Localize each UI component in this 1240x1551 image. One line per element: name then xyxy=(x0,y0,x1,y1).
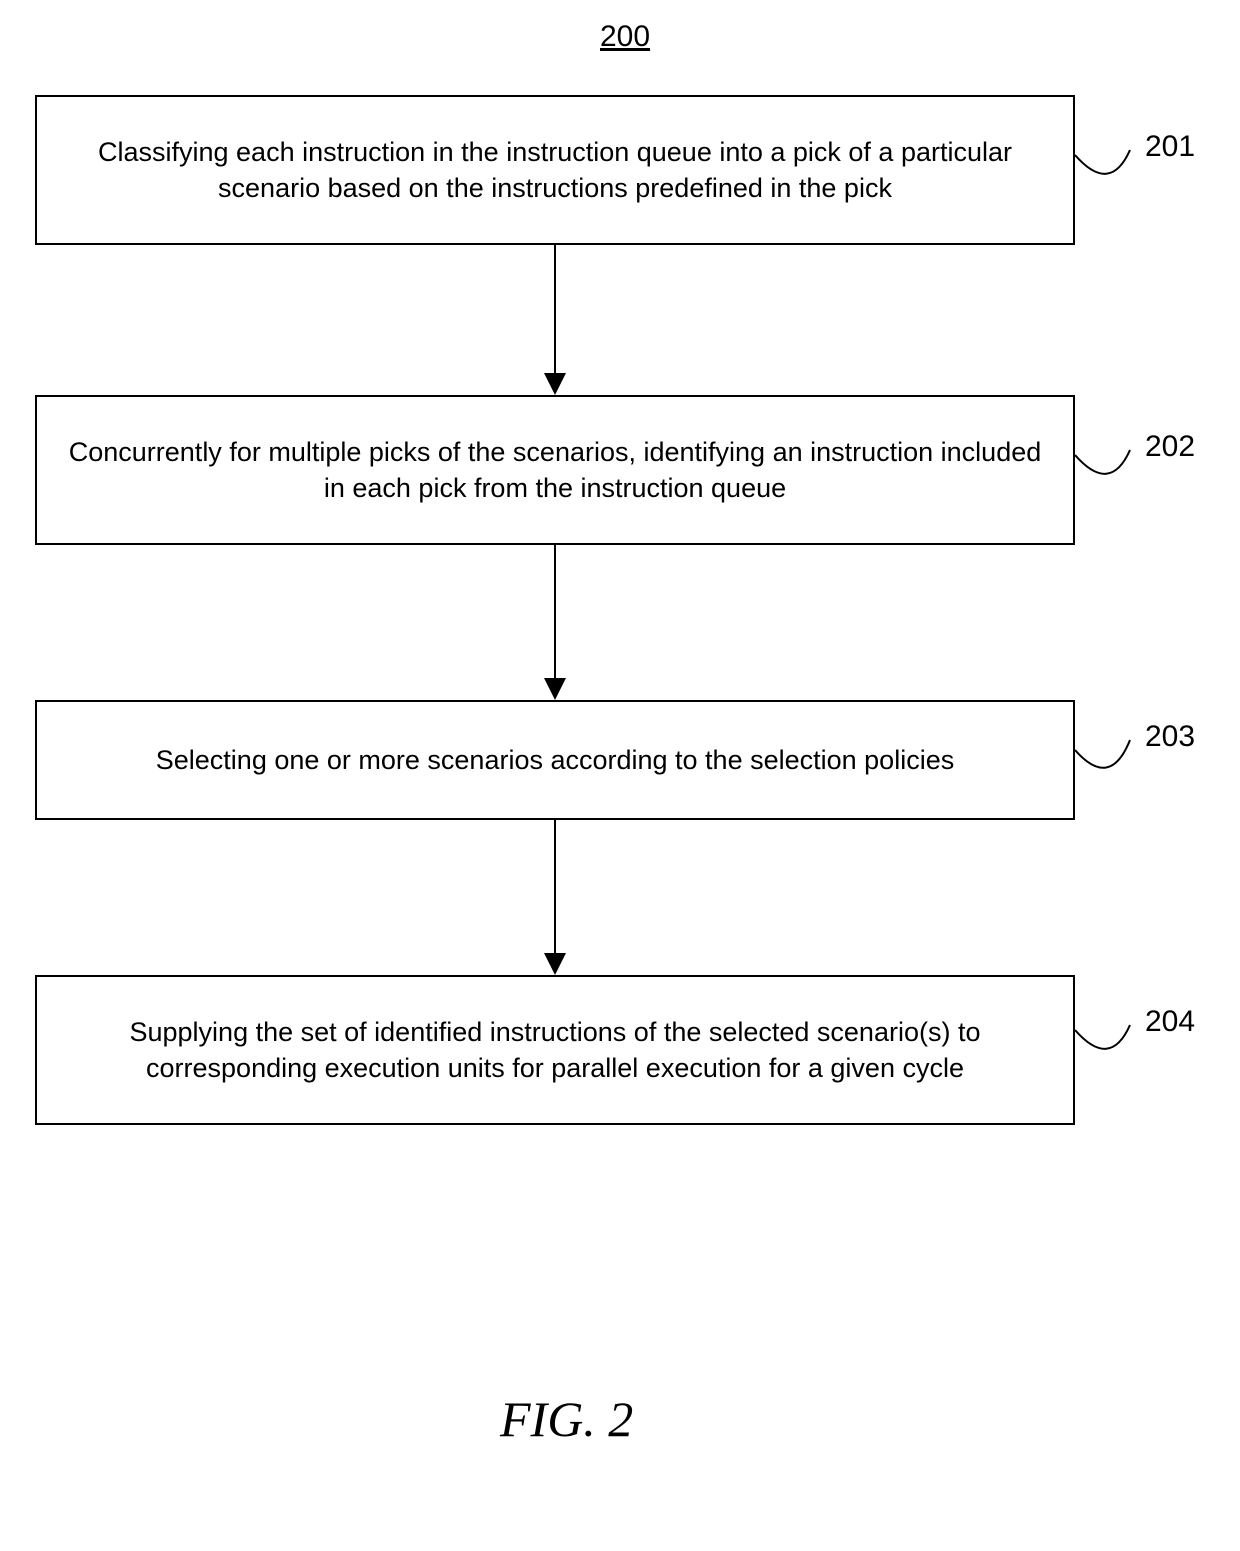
step-204-label: 204 xyxy=(1145,1005,1195,1039)
step-201-text: Classifying each instruction in the inst… xyxy=(67,134,1043,207)
figure-number: 200 xyxy=(600,20,650,54)
step-201-label: 201 xyxy=(1145,130,1195,164)
step-202-text: Concurrently for multiple picks of the s… xyxy=(67,434,1043,507)
step-204-text: Supplying the set of identified instruct… xyxy=(67,1014,1043,1087)
step-203-text: Selecting one or more scenarios accordin… xyxy=(156,742,954,778)
step-202: Concurrently for multiple picks of the s… xyxy=(35,395,1075,545)
step-201: Classifying each instruction in the inst… xyxy=(35,95,1075,245)
step-204: Supplying the set of identified instruct… xyxy=(35,975,1075,1125)
figure-caption: FIG. 2 xyxy=(500,1390,633,1448)
step-203-label: 203 xyxy=(1145,720,1195,754)
figure-canvas: 200 Classifying each instruction in the … xyxy=(0,0,1240,1551)
step-203: Selecting one or more scenarios accordin… xyxy=(35,700,1075,820)
step-202-label: 202 xyxy=(1145,430,1195,464)
